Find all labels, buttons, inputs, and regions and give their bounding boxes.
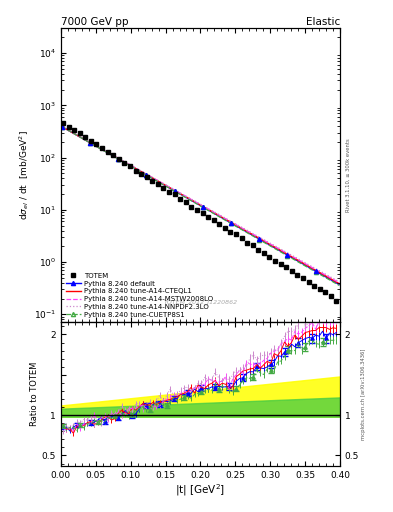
Y-axis label: Ratio to TOTEM: Ratio to TOTEM [30,362,39,426]
Text: 7000 GeV pp: 7000 GeV pp [61,17,129,27]
Y-axis label: d$\sigma_{el}$ / dt  [mb/GeV$^{2}$]: d$\sigma_{el}$ / dt [mb/GeV$^{2}$] [17,131,31,220]
Y-axis label: mcplots.cern.ch [arXiv:1306.3436]: mcplots.cern.ch [arXiv:1306.3436] [360,348,365,440]
Y-axis label: Rivet 3.1.10, ≥ 300k events: Rivet 3.1.10, ≥ 300k events [346,138,351,212]
Text: Elastic: Elastic [306,17,340,27]
Legend: TOTEM, Pythia 8.240 default, Pythia 8.240 tune-A14-CTEQL1, Pythia 8.240 tune-A14: TOTEM, Pythia 8.240 default, Pythia 8.24… [64,271,214,319]
X-axis label: |t| [GeV$^{2}$]: |t| [GeV$^{2}$] [175,482,226,498]
Text: TOTEM_2012_I1220862: TOTEM_2012_I1220862 [163,299,237,305]
